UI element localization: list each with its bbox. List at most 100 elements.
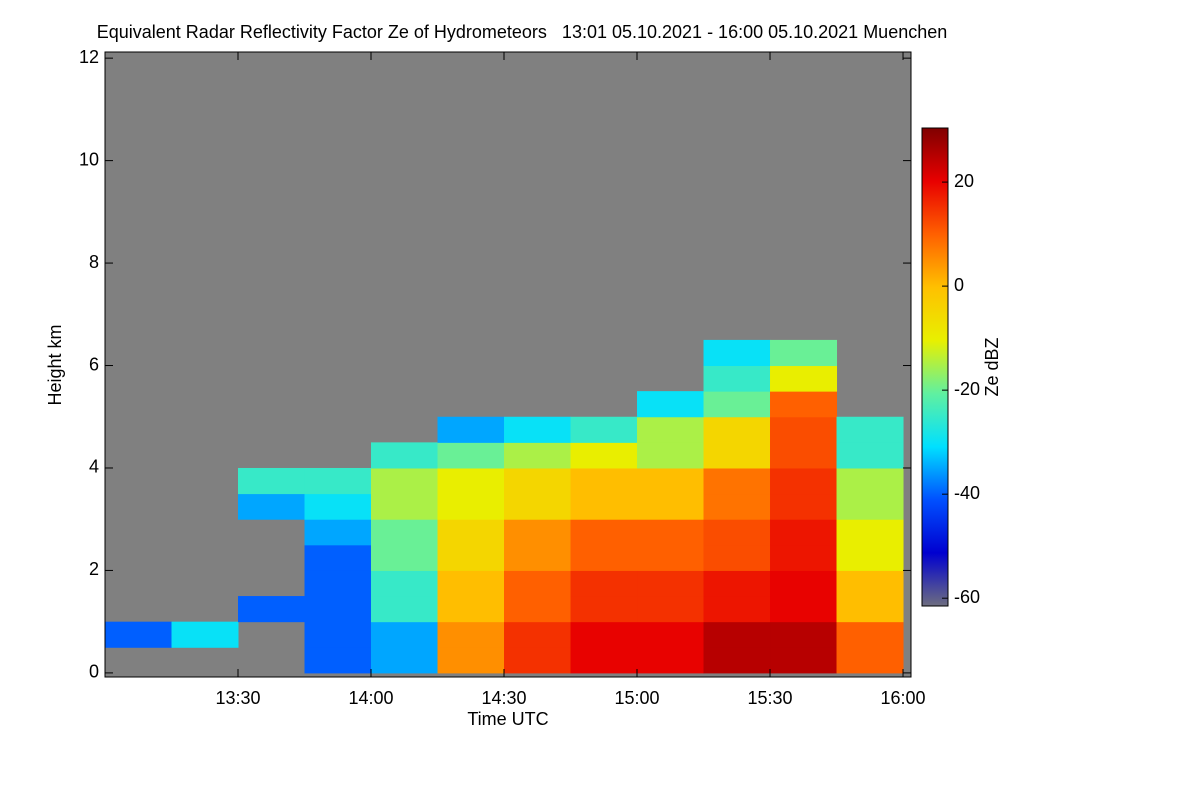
heatmap-cell xyxy=(504,596,572,623)
heatmap-cell xyxy=(836,621,904,648)
chart-title: Equivalent Radar Reflectivity Factor Ze … xyxy=(97,22,948,42)
y-tick-label: 6 xyxy=(89,354,99,374)
heatmap-cell xyxy=(371,596,439,623)
heatmap-cell xyxy=(504,570,572,597)
heatmap-cell xyxy=(703,621,771,648)
heatmap-cell xyxy=(836,442,904,469)
heatmap-cell xyxy=(437,621,505,648)
heatmap-cell xyxy=(504,442,572,469)
heatmap-cell xyxy=(637,596,705,623)
heatmap-cell xyxy=(437,519,505,546)
heatmap-cell xyxy=(371,493,439,520)
heatmap-cell xyxy=(504,544,572,571)
y-tick-label: 8 xyxy=(89,252,99,272)
heatmap-cell xyxy=(570,467,638,495)
y-tick-label: 0 xyxy=(89,662,99,682)
heatmap-cell xyxy=(504,416,572,443)
heatmap-cell xyxy=(437,570,505,597)
heatmap-cell xyxy=(437,493,505,520)
heatmap-cell xyxy=(238,493,306,520)
heatmap-cell xyxy=(770,493,838,520)
heatmap-cell xyxy=(770,339,838,367)
heatmap-cell xyxy=(836,416,904,443)
heatmap-cell xyxy=(304,544,372,571)
y-tick-label: 12 xyxy=(79,47,99,67)
heatmap-cell xyxy=(570,544,638,571)
heatmap-cell xyxy=(836,647,904,674)
x-tick-label: 16:00 xyxy=(880,688,925,708)
heatmap-cell xyxy=(304,621,372,648)
heatmap-cell xyxy=(703,570,771,597)
heatmap-cell xyxy=(770,544,838,571)
heatmap-cell xyxy=(836,596,904,623)
heatmap-cell xyxy=(770,570,838,597)
heatmap-cell xyxy=(637,442,705,469)
heatmap-cell xyxy=(637,621,705,648)
heatmap-cell xyxy=(770,442,838,469)
x-tick-label: 14:30 xyxy=(481,688,526,708)
heatmap-cell xyxy=(637,467,705,495)
x-tick-label: 14:00 xyxy=(348,688,393,708)
heatmap-cell xyxy=(570,570,638,597)
heatmap-cell xyxy=(770,391,838,418)
heatmap-cell xyxy=(637,647,705,674)
y-axis-label: Height km xyxy=(45,324,65,405)
heatmap-cell xyxy=(703,339,771,367)
colorbar-label: Ze dBZ xyxy=(982,337,1002,396)
colorbar-tick-label: -60 xyxy=(954,587,980,607)
heatmap-cell xyxy=(570,621,638,648)
colorbar-tick-label: -40 xyxy=(954,483,980,503)
heatmap-cell xyxy=(703,519,771,546)
heatmap-cell xyxy=(770,647,838,674)
heatmap-cell xyxy=(570,493,638,520)
heatmap-cell xyxy=(703,365,771,392)
heatmap-cell xyxy=(371,570,439,597)
heatmap-cell xyxy=(836,519,904,546)
heatmap-cell xyxy=(105,621,173,648)
heatmap-cell xyxy=(371,544,439,571)
heatmap-cell xyxy=(637,570,705,597)
x-tick-label: 13:30 xyxy=(215,688,260,708)
heatmap-cell xyxy=(703,442,771,469)
heatmap-cell xyxy=(637,391,705,418)
heatmap-cell xyxy=(770,365,838,392)
heatmap-cell xyxy=(703,544,771,571)
heatmap-cell xyxy=(836,467,904,495)
x-tick-label: 15:30 xyxy=(747,688,792,708)
heatmap-cell xyxy=(371,519,439,546)
heatmap-cell xyxy=(437,442,505,469)
heatmap-cell xyxy=(504,621,572,648)
heatmap-cell xyxy=(437,544,505,571)
heatmap-cell xyxy=(304,596,372,623)
heatmap-cell xyxy=(770,519,838,546)
heatmap-cell xyxy=(504,519,572,546)
heatmap-cell xyxy=(504,467,572,495)
heatmap-cell xyxy=(637,493,705,520)
heatmap-cell xyxy=(570,519,638,546)
heatmap-cell xyxy=(703,391,771,418)
heatmap-cell xyxy=(770,596,838,623)
heatmap-cell xyxy=(304,467,372,495)
heatmap-cell xyxy=(637,416,705,443)
heatmap-cell xyxy=(703,467,771,495)
plot-frame xyxy=(104,51,912,678)
heatmap-cell xyxy=(570,647,638,674)
heatmap-cell xyxy=(570,596,638,623)
heatmap-cell xyxy=(570,416,638,443)
heatmap-cell xyxy=(836,544,904,571)
heatmap-cell xyxy=(836,570,904,597)
heatmap-cell xyxy=(703,493,771,520)
heatmap-cell xyxy=(703,596,771,623)
heatmap-cell xyxy=(304,570,372,597)
heatmap-cell xyxy=(836,493,904,520)
heatmap-cell xyxy=(637,544,705,571)
heatmap-cell xyxy=(637,519,705,546)
heatmap-cell xyxy=(304,493,372,520)
colorbar-tick-label: 20 xyxy=(954,171,974,191)
x-axis-label: Time UTC xyxy=(467,709,548,729)
y-tick-label: 10 xyxy=(79,149,99,169)
colorbar-tick-label: -20 xyxy=(954,379,980,399)
heatmap-cell xyxy=(770,467,838,495)
heatmap-cell xyxy=(437,467,505,495)
